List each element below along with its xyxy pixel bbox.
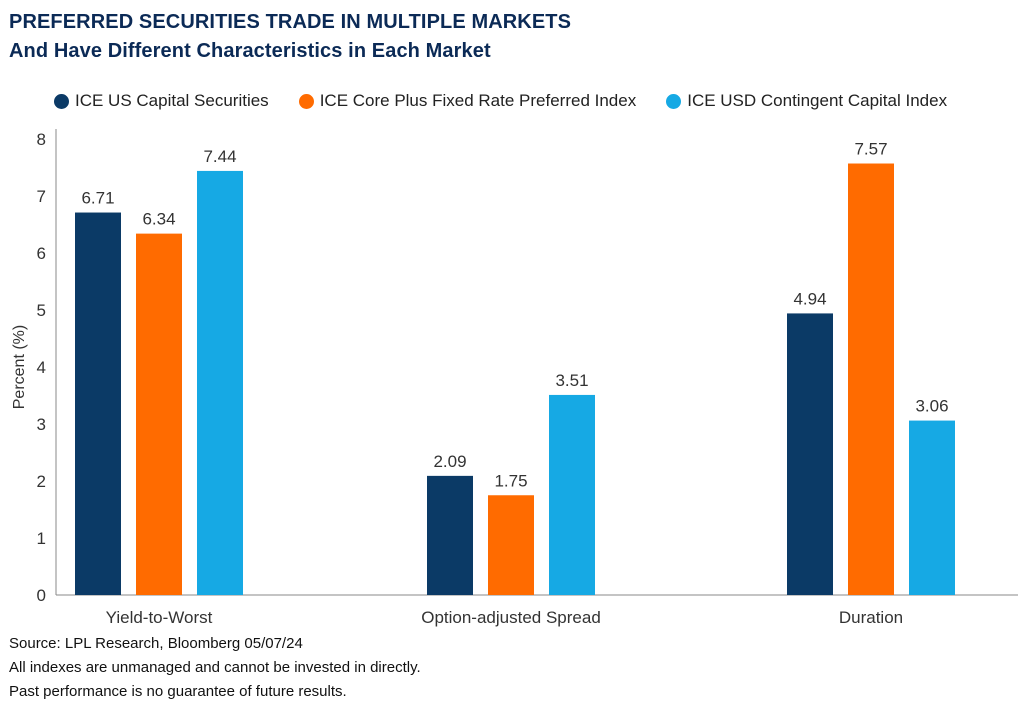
bar xyxy=(136,233,182,595)
legend-label: ICE US Capital Securities xyxy=(75,91,269,110)
legend-item-core-plus: ICE Core Plus Fixed Rate Preferred Index xyxy=(298,91,637,111)
legend: ICE US Capital Securities ICE Core Plus … xyxy=(54,89,977,113)
legend-label: ICE Core Plus Fixed Rate Preferred Index xyxy=(319,91,637,110)
x-category-label: Option-adjusted Spread xyxy=(421,608,601,627)
legend-swatch-blue-icon xyxy=(666,93,682,109)
chart-title-block: PREFERRED SECURITIES TRADE IN MULTIPLE M… xyxy=(9,8,571,66)
data-label: 6.71 xyxy=(81,189,114,208)
y-tick-label: 1 xyxy=(37,529,46,548)
y-tick-label: 7 xyxy=(37,187,46,206)
data-label: 3.51 xyxy=(555,371,588,390)
data-label: 1.75 xyxy=(494,471,527,490)
bar xyxy=(197,170,243,596)
disclaimer-performance: Past performance is no guarantee of futu… xyxy=(9,683,347,700)
legend-item-contingent-capital: ICE USD Contingent Capital Index xyxy=(666,91,947,111)
bar xyxy=(75,212,121,595)
data-label: 4.94 xyxy=(793,289,826,308)
bar xyxy=(909,420,955,595)
data-label: 3.06 xyxy=(915,397,948,416)
y-tick-label: 2 xyxy=(37,472,46,491)
footer: Source: LPL Research, Bloomberg 05/07/24… xyxy=(9,632,421,704)
data-label: 2.09 xyxy=(433,452,466,471)
y-tick-label: 6 xyxy=(37,244,46,263)
y-tick-label: 0 xyxy=(37,586,46,605)
data-label: 7.44 xyxy=(203,147,236,166)
legend-item-capital-securities: ICE US Capital Securities xyxy=(54,91,269,111)
legend-swatch-orange-icon xyxy=(298,93,314,109)
x-category-label: Duration xyxy=(839,608,903,627)
bar xyxy=(787,313,833,595)
disclaimer-unmanaged: All indexes are unmanaged and cannot be … xyxy=(9,659,421,676)
chart-subtitle: And Have Different Characteristics in Ea… xyxy=(9,40,491,62)
bar xyxy=(427,475,473,595)
data-label: 6.34 xyxy=(142,210,175,229)
y-axis-label: Percent (%) xyxy=(11,325,28,409)
source-note: Source: LPL Research, Bloomberg 05/07/24 xyxy=(9,635,303,652)
bar xyxy=(488,495,534,595)
bar xyxy=(549,394,595,595)
legend-swatch-navy-icon xyxy=(54,93,69,109)
y-tick-label: 3 xyxy=(37,415,46,434)
bar xyxy=(848,163,894,595)
y-tick-label: 4 xyxy=(37,358,46,377)
y-tick-label: 8 xyxy=(37,130,46,149)
y-tick-label: 5 xyxy=(37,301,46,320)
chart-title: PREFERRED SECURITIES TRADE IN MULTIPLE M… xyxy=(9,11,572,33)
x-category-label: Yield-to-Worst xyxy=(106,608,213,627)
bar-chart: 0 1 2 3 4 5 6 7 8 Percent (%) Yield-to-Worst Option… xyxy=(11,129,1018,627)
data-label: 7.57 xyxy=(854,140,887,159)
legend-label: ICE USD Contingent Capital Index xyxy=(687,91,948,110)
